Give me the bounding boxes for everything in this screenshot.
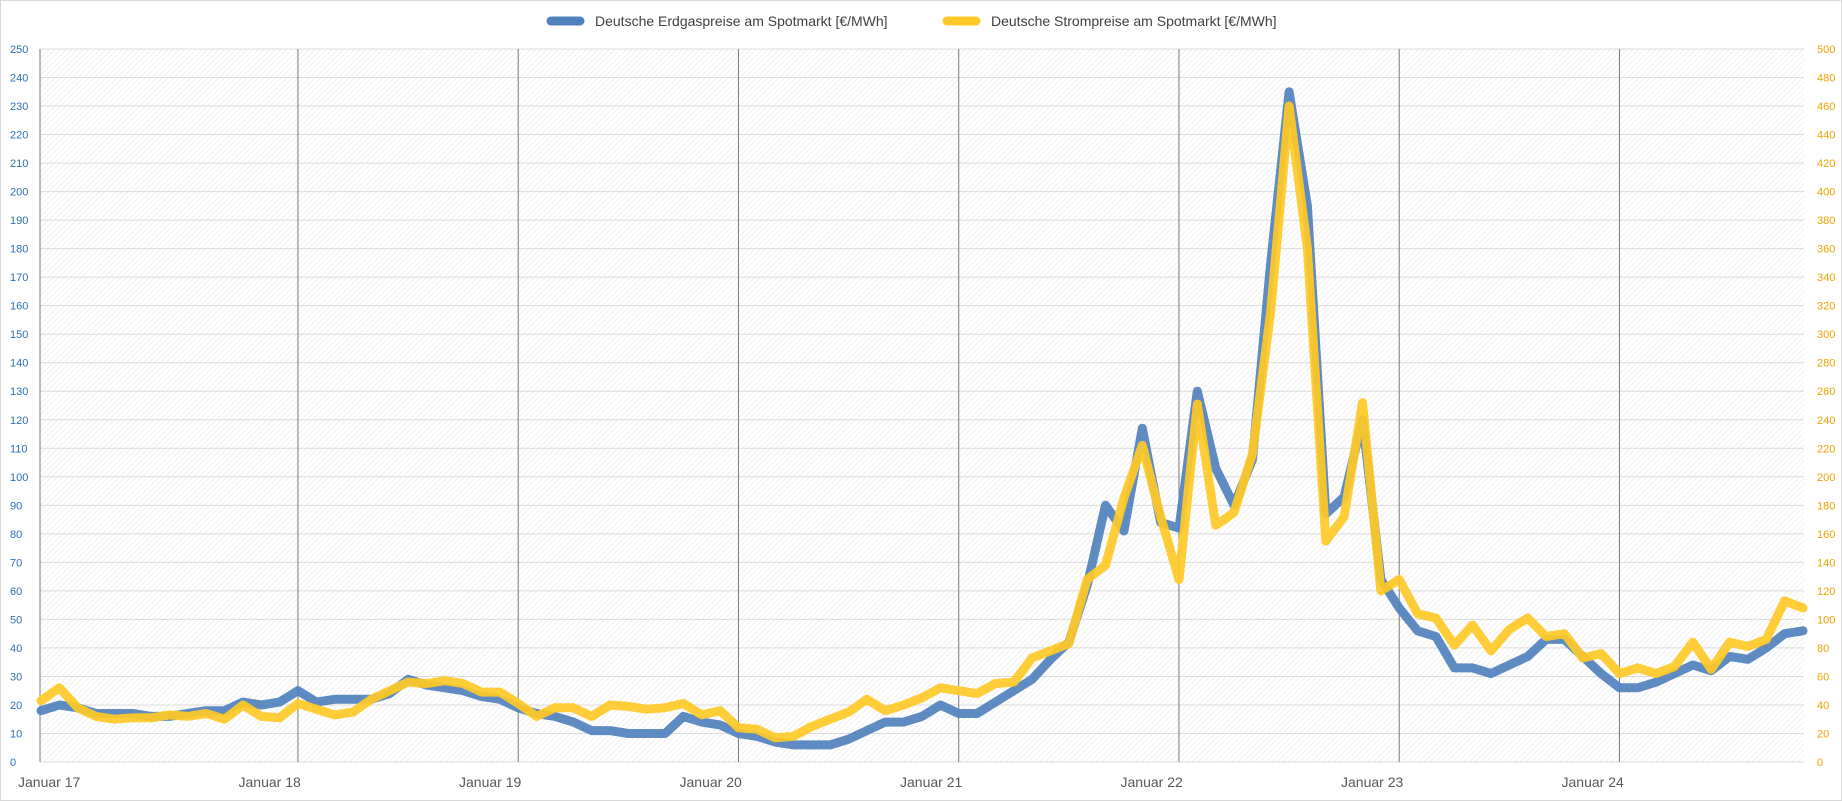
legend-label: Deutsche Erdgaspreise am Spotmarkt [€/MW… bbox=[595, 13, 888, 29]
right-tick-label: 500 bbox=[1817, 44, 1835, 56]
right-tick-label: 0 bbox=[1817, 757, 1823, 769]
left-tick-label: 250 bbox=[10, 44, 28, 56]
left-tick-label: 180 bbox=[10, 244, 28, 256]
plot-area bbox=[40, 49, 1804, 762]
right-tick-label: 280 bbox=[1817, 358, 1835, 370]
left-tick-label: 0 bbox=[10, 757, 16, 769]
legend-label: Deutsche Strompreise am Spotmarkt [€/MWh… bbox=[991, 13, 1277, 29]
x-tick-label: Januar 21 bbox=[900, 774, 962, 790]
right-tick-label: 40 bbox=[1817, 700, 1829, 712]
series-line bbox=[36, 101, 1808, 743]
series-lines bbox=[36, 87, 1808, 750]
left-tick-label: 230 bbox=[10, 101, 28, 113]
x-tick-label: Januar 24 bbox=[1562, 774, 1624, 790]
left-tick-label: 40 bbox=[10, 643, 22, 655]
left-tick-label: 120 bbox=[10, 415, 28, 427]
left-tick-label: 210 bbox=[10, 158, 28, 170]
x-tick-label: Januar 17 bbox=[18, 774, 80, 790]
x-tick-label: Januar 18 bbox=[239, 774, 301, 790]
right-axis-ticks: 0 20 40 60 80 100 120 140 160 180 200 220 240 260 280 3… bbox=[1817, 44, 1835, 769]
right-tick-label: 200 bbox=[1817, 472, 1835, 484]
right-tick-label: 80 bbox=[1817, 643, 1829, 655]
left-tick-label: 160 bbox=[10, 301, 28, 313]
right-tick-label: 300 bbox=[1817, 329, 1835, 341]
left-tick-label: 110 bbox=[10, 443, 28, 455]
left-axis-ticks: 0 10 20 30 40 50 60 70 80 90 100 110 120 130 140 150 160… bbox=[10, 44, 28, 769]
x-tick-label: Januar 19 bbox=[459, 774, 521, 790]
left-tick-label: 130 bbox=[10, 386, 28, 398]
right-tick-label: 180 bbox=[1817, 500, 1835, 512]
legend: Deutsche Erdgaspreise am Spotmarkt [€/MW… bbox=[546, 13, 1277, 29]
left-tick-label: 200 bbox=[10, 187, 28, 199]
x-tick-label: Januar 22 bbox=[1121, 774, 1183, 790]
right-tick-label: 120 bbox=[1817, 586, 1835, 598]
right-tick-label: 360 bbox=[1817, 244, 1835, 256]
x-tick-label: Januar 20 bbox=[680, 774, 742, 790]
right-tick-label: 460 bbox=[1817, 101, 1835, 113]
left-tick-label: 240 bbox=[10, 73, 28, 85]
grid-lines bbox=[40, 48, 1804, 763]
left-tick-label: 190 bbox=[10, 215, 28, 227]
left-tick-label: 70 bbox=[10, 557, 22, 569]
right-tick-label: 400 bbox=[1817, 187, 1835, 199]
left-tick-label: 60 bbox=[10, 586, 22, 598]
left-tick-label: 150 bbox=[10, 329, 28, 341]
left-tick-label: 50 bbox=[10, 614, 22, 626]
right-tick-label: 260 bbox=[1817, 386, 1835, 398]
left-tick-label: 140 bbox=[10, 358, 28, 370]
year-separators bbox=[39, 49, 1620, 762]
series-line bbox=[36, 87, 1808, 750]
right-tick-label: 140 bbox=[1817, 557, 1835, 569]
right-tick-label: 220 bbox=[1817, 443, 1835, 455]
right-tick-label: 340 bbox=[1817, 272, 1835, 284]
right-tick-label: 240 bbox=[1817, 415, 1835, 427]
right-tick-label: 160 bbox=[1817, 529, 1835, 541]
left-tick-label: 80 bbox=[10, 529, 22, 541]
left-tick-label: 220 bbox=[10, 130, 28, 142]
left-tick-label: 100 bbox=[10, 472, 28, 484]
x-tick-label: Januar 23 bbox=[1341, 774, 1403, 790]
left-tick-label: 20 bbox=[10, 700, 22, 712]
right-tick-label: 420 bbox=[1817, 158, 1835, 170]
x-axis-ticks: Januar 17 Januar 18 Januar 19 Januar 20 Janu… bbox=[18, 774, 1624, 790]
left-tick-label: 10 bbox=[10, 728, 22, 740]
left-tick-label: 30 bbox=[10, 671, 22, 683]
left-tick-label: 170 bbox=[10, 272, 28, 284]
right-tick-label: 380 bbox=[1817, 215, 1835, 227]
right-tick-label: 440 bbox=[1817, 130, 1835, 142]
right-tick-label: 100 bbox=[1817, 614, 1835, 626]
right-tick-label: 20 bbox=[1817, 728, 1829, 740]
left-tick-label: 90 bbox=[10, 500, 22, 512]
right-tick-label: 60 bbox=[1817, 671, 1829, 683]
right-tick-label: 480 bbox=[1817, 73, 1835, 85]
right-tick-label: 320 bbox=[1817, 301, 1835, 313]
